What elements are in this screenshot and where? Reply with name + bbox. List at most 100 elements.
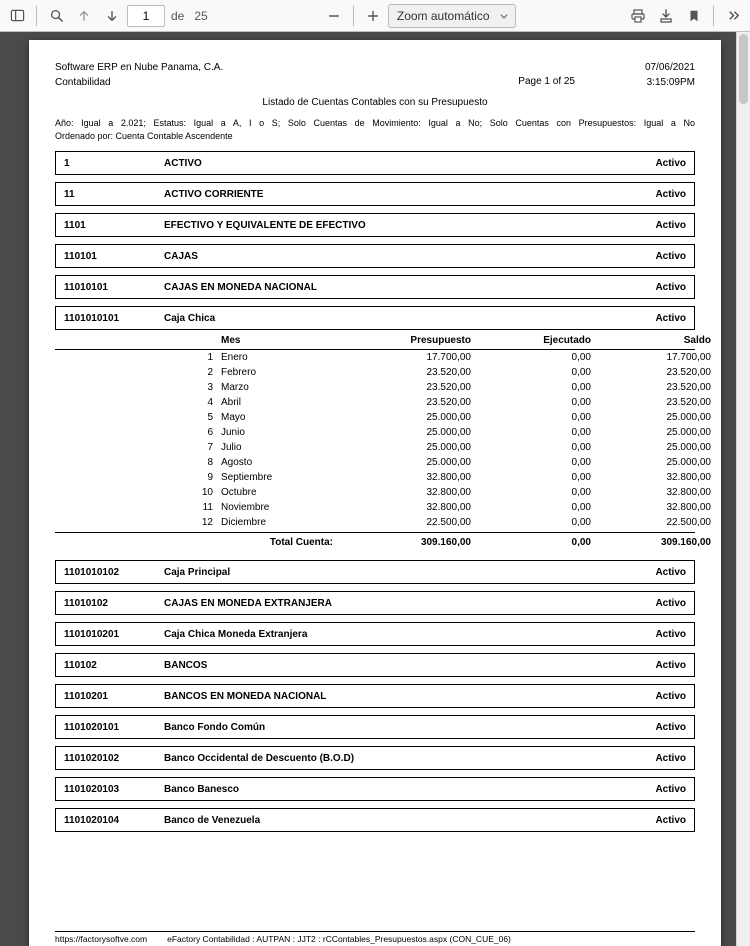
budget-row: 9 Septiembre 32.800,00 0,00 32.800,00 [55,470,695,485]
arrow-up-icon [77,9,91,23]
scrollbar-thumb[interactable] [739,34,748,104]
row-presupuesto: 23.520,00 [341,382,471,393]
account-status: Activo [655,660,686,671]
budget-row: 11 Noviembre 32.800,00 0,00 32.800,00 [55,500,695,515]
chevrons-right-icon [726,8,741,23]
account-status: Activo [655,282,686,293]
row-saldo: 23.520,00 [591,367,711,378]
col-ejecutado: Ejecutado [471,335,591,346]
module-name: Contabilidad [55,77,223,88]
account-code: 11 [64,189,164,200]
account-status: Activo [655,753,686,764]
col-presupuesto: Presupuesto [341,335,471,346]
zoom-in-button[interactable] [360,3,386,29]
row-ejecutado: 0,00 [471,472,591,483]
account-row: 1101010201 Caja Chica Moneda Extranjera … [55,622,695,646]
report-date: 07/06/2021 [645,62,695,73]
next-page-button[interactable] [99,3,125,29]
row-month: Enero [221,352,341,363]
col-mes: Mes [221,335,341,346]
account-name: BANCOS [164,660,655,671]
row-ejecutado: 0,00 [471,397,591,408]
row-ejecutado: 0,00 [471,367,591,378]
footer-info: eFactory Contabilidad : AUTPAN : JJT2 : … [167,934,511,944]
account-code: 1101010201 [64,629,164,640]
zoom-select[interactable]: Zoom automático [388,4,516,28]
account-code: 110101 [64,251,164,262]
account-name: CAJAS EN MONEDA NACIONAL [164,282,655,293]
row-month: Agosto [221,457,341,468]
account-status: Activo [655,691,686,702]
account-name: Banco Occidental de Descuento (B.O.D) [164,753,655,764]
account-row: 1101 EFECTIVO Y EQUIVALENTE DE EFECTIVO … [55,213,695,237]
footer-url: https://factorysoftve.com [55,934,147,944]
bookmark-icon [687,9,701,23]
account-status: Activo [655,567,686,578]
row-month: Marzo [221,382,341,393]
account-status: Activo [655,251,686,262]
budget-row: 7 Julio 25.000,00 0,00 25.000,00 [55,440,695,455]
row-presupuesto: 25.000,00 [341,412,471,423]
row-saldo: 22.500,00 [591,517,711,528]
sidebar-toggle-button[interactable] [4,3,30,29]
toolbar-separator [353,6,354,26]
row-saldo: 23.520,00 [591,382,711,393]
minus-icon [327,9,341,23]
account-row: 110102 BANCOS Activo [55,653,695,677]
account-status: Activo [655,189,686,200]
account-code: 1 [64,158,164,169]
account-name: CAJAS [164,251,655,262]
total-label: Total Cuenta: [165,537,341,548]
account-name: Caja Chica Moneda Extranjera [164,629,655,640]
report-filters: Año: Igual a 2.021; Estatus: Igual a A, … [55,118,695,128]
search-button[interactable] [43,3,69,29]
toolbar-separator [713,6,714,26]
account-status: Activo [655,629,686,640]
row-index: 10 [165,487,221,498]
row-index: 6 [165,427,221,438]
account-code: 1101010102 [64,567,164,578]
row-presupuesto: 23.520,00 [341,397,471,408]
row-presupuesto: 32.800,00 [341,472,471,483]
scrollbar[interactable] [736,32,750,946]
page-number-input[interactable] [127,5,165,27]
tools-button[interactable] [720,3,746,29]
account-row: 11010102 CAJAS EN MONEDA EXTRANJERA Acti… [55,591,695,615]
row-ejecutado: 0,00 [471,382,591,393]
account-row: 1101010101 Caja Chica Activo [55,306,695,330]
row-saldo: 17.700,00 [591,352,711,363]
account-name: EFECTIVO Y EQUIVALENTE DE EFECTIVO [164,220,655,231]
account-name: Caja Chica [164,313,655,324]
zoom-out-button[interactable] [321,3,347,29]
budget-row: 4 Abril 23.520,00 0,00 23.520,00 [55,395,695,410]
account-row: 11010201 BANCOS EN MONEDA NACIONAL Activ… [55,684,695,708]
account-status: Activo [655,598,686,609]
row-month: Septiembre [221,472,341,483]
account-name: Banco Banesco [164,784,655,795]
row-saldo: 25.000,00 [591,457,711,468]
budget-row: 8 Agosto 25.000,00 0,00 25.000,00 [55,455,695,470]
pdf-viewer: de 25 Zoom automático [0,0,750,946]
row-index: 1 [165,352,221,363]
report-footer: https://factorysoftve.com eFactory Conta… [55,931,695,944]
row-saldo: 32.800,00 [591,487,711,498]
page-canvas: Software ERP en Nube Panama, C.A. Contab… [0,32,750,946]
col-saldo: Saldo [591,335,711,346]
row-month: Febrero [221,367,341,378]
row-saldo: 32.800,00 [591,502,711,513]
report-title: Listado de Cuentas Contables con su Pres… [55,97,695,108]
print-button[interactable] [625,3,651,29]
account-row: 11 ACTIVO CORRIENTE Activo [55,182,695,206]
account-status: Activo [655,815,686,826]
sidebar-icon [10,8,25,23]
row-month: Julio [221,442,341,453]
row-index: 7 [165,442,221,453]
download-button[interactable] [653,3,679,29]
row-presupuesto: 25.000,00 [341,442,471,453]
row-month: Mayo [221,412,341,423]
prev-page-button[interactable] [71,3,97,29]
bookmark-button[interactable] [681,3,707,29]
row-index: 12 [165,517,221,528]
account-name: Banco Fondo Común [164,722,655,733]
toolbar: de 25 Zoom automático [0,0,750,32]
